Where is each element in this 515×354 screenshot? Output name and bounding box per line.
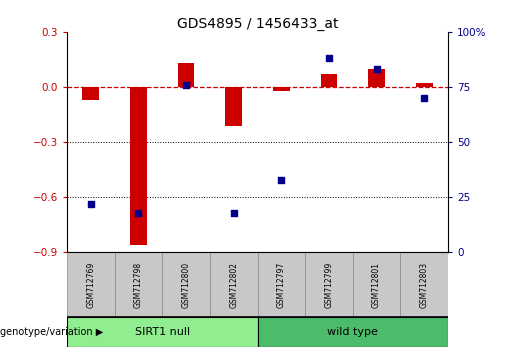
Text: GSM712797: GSM712797 <box>277 261 286 308</box>
Bar <box>321 74 337 87</box>
Text: GSM712800: GSM712800 <box>182 262 191 308</box>
Bar <box>210 252 258 317</box>
Text: genotype/variation ▶: genotype/variation ▶ <box>0 327 103 337</box>
Bar <box>401 252 448 317</box>
Point <box>420 95 428 101</box>
Point <box>372 67 381 72</box>
Bar <box>305 252 353 317</box>
Point <box>277 177 285 182</box>
Bar <box>258 317 448 347</box>
Text: GSM712803: GSM712803 <box>420 262 428 308</box>
Bar <box>82 87 99 100</box>
Text: GSM712801: GSM712801 <box>372 262 381 308</box>
Bar <box>416 83 433 87</box>
Point <box>134 210 143 216</box>
Title: GDS4895 / 1456433_at: GDS4895 / 1456433_at <box>177 17 338 31</box>
Text: SIRT1 null: SIRT1 null <box>134 327 190 337</box>
Text: GSM712798: GSM712798 <box>134 262 143 308</box>
Bar <box>226 87 242 126</box>
Bar <box>273 87 289 91</box>
Bar <box>162 252 210 317</box>
Bar <box>178 63 194 87</box>
Point <box>325 56 333 61</box>
Bar <box>368 69 385 87</box>
Bar <box>114 252 162 317</box>
Text: GSM712769: GSM712769 <box>87 261 95 308</box>
Point <box>87 201 95 207</box>
Bar <box>353 252 401 317</box>
Text: GSM712802: GSM712802 <box>229 262 238 308</box>
Text: wild type: wild type <box>328 327 378 337</box>
Point <box>230 210 238 216</box>
Bar <box>67 252 115 317</box>
Text: GSM712799: GSM712799 <box>324 261 333 308</box>
Bar <box>258 252 305 317</box>
Bar <box>67 317 258 347</box>
Bar <box>130 87 147 245</box>
Point <box>182 82 190 88</box>
